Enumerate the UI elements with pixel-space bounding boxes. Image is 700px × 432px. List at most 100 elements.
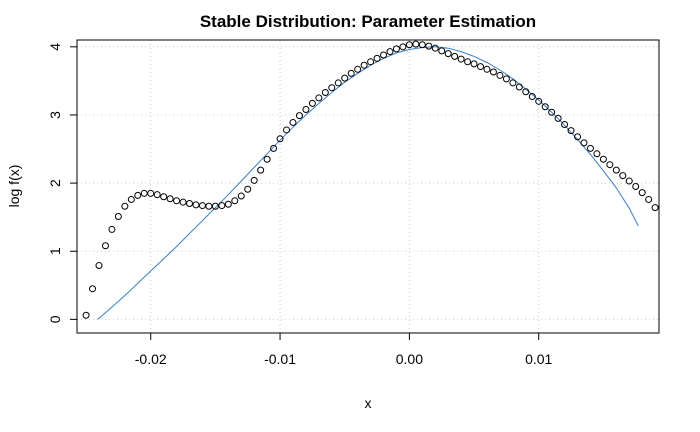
data-point (147, 189, 155, 197)
data-point (599, 155, 607, 163)
data-point (548, 108, 556, 116)
data-point (334, 79, 342, 87)
data-point (218, 202, 226, 210)
data-point (270, 144, 278, 152)
data-point (528, 93, 536, 101)
data-point (522, 88, 530, 96)
data-point (405, 41, 413, 49)
data-point (367, 58, 375, 66)
data-point (457, 55, 465, 63)
data-point (108, 225, 116, 233)
data-point (418, 41, 426, 49)
data-point (341, 74, 349, 82)
y-tick-label: 1 (47, 247, 63, 255)
data-point (244, 185, 252, 193)
data-point (412, 40, 420, 48)
data-point (651, 204, 659, 212)
data-point (483, 65, 491, 73)
data-point (160, 193, 168, 201)
data-point (399, 43, 407, 51)
data-point (561, 120, 569, 128)
data-point (496, 71, 504, 79)
data-point (567, 127, 575, 135)
data-point (580, 139, 588, 147)
chart-title: Stable Distribution: Parameter Estimatio… (200, 12, 536, 31)
data-point (250, 176, 258, 184)
data-point (134, 191, 142, 199)
plot-frame (76, 39, 660, 334)
data-point (431, 44, 439, 52)
data-point (302, 106, 310, 114)
grid-lines (77, 40, 659, 333)
data-point (95, 262, 103, 270)
data-point (283, 126, 291, 134)
data-point (295, 112, 303, 120)
x-axis: -0.02 -0.01 0.00 0.01 (135, 333, 553, 367)
data-point (82, 311, 90, 319)
data-point (619, 172, 627, 180)
data-point (425, 42, 433, 50)
data-point (574, 133, 582, 141)
data-point (140, 189, 148, 197)
data-point (380, 51, 388, 59)
data-point (645, 195, 653, 203)
data-point (186, 200, 194, 208)
data-point (153, 191, 161, 199)
y-tick-label: 2 (47, 179, 63, 187)
data-point (392, 45, 400, 53)
data-point (541, 103, 549, 111)
data-points-layer (82, 40, 659, 319)
data-point (554, 114, 562, 122)
data-point (451, 52, 459, 60)
data-point (89, 285, 97, 293)
data-point (192, 201, 200, 209)
data-point (612, 166, 620, 174)
data-point (515, 83, 523, 91)
data-point (263, 155, 271, 163)
data-point (198, 202, 206, 210)
x-tick-label: -0.01 (264, 351, 296, 367)
y-tick-label: 4 (47, 43, 63, 51)
data-point (276, 135, 284, 143)
x-tick-label: 0.00 (396, 351, 423, 367)
data-point (586, 144, 594, 152)
data-point (509, 79, 517, 87)
data-point (315, 94, 323, 102)
data-point (438, 47, 446, 55)
data-point (354, 65, 362, 73)
data-point (638, 189, 646, 197)
data-point (477, 63, 485, 71)
data-point (173, 197, 181, 205)
data-point (360, 61, 368, 69)
data-point (606, 161, 614, 169)
data-point (127, 195, 135, 203)
data-point (121, 202, 129, 210)
data-point (347, 69, 355, 77)
y-axis-title: log f(x) (6, 165, 22, 208)
data-point (502, 75, 510, 83)
y-tick-label: 3 (47, 111, 63, 119)
data-point (237, 192, 245, 200)
data-point (289, 118, 297, 126)
data-point (464, 58, 472, 66)
data-point (205, 202, 213, 210)
data-point (166, 195, 174, 203)
x-tick-label: -0.02 (135, 351, 167, 367)
data-point (114, 212, 122, 220)
data-point (224, 200, 232, 208)
data-point (179, 198, 187, 206)
data-point (444, 50, 452, 58)
data-point (489, 68, 497, 76)
data-point (632, 183, 640, 190)
data-point (535, 97, 543, 105)
data-point (321, 88, 329, 96)
y-tick-label: 0 (47, 315, 63, 323)
data-point (101, 242, 109, 250)
data-point (257, 166, 265, 174)
data-point (470, 60, 478, 68)
data-point (373, 54, 381, 62)
x-tick-label: 0.01 (525, 351, 552, 367)
data-point (386, 48, 394, 56)
